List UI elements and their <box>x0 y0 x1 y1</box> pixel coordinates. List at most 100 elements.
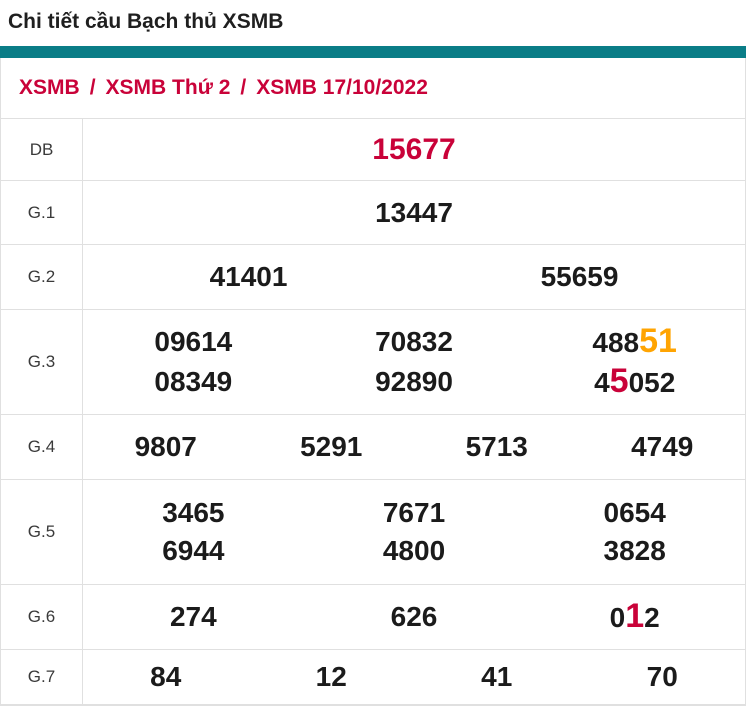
breadcrumb: XSMB / XSMB Thứ 2 / XSMB 17/10/2022 <box>1 58 745 119</box>
prize-number: 45052 <box>524 362 745 402</box>
breadcrumb-link-xsmb-thu-2[interactable]: XSMB Thứ 2 <box>105 76 231 99</box>
prize-number: 70 <box>580 658 746 696</box>
prize-number: 48851 <box>524 322 745 362</box>
digit-segment: 15677 <box>372 132 456 166</box>
prize-number: 92890 <box>304 363 525 401</box>
row-label: DB <box>1 119 83 180</box>
prize-number: 012 <box>524 597 745 637</box>
row-values: 13447 <box>83 181 745 244</box>
prize-number: 0654 <box>524 494 745 532</box>
digit-segment: 70832 <box>375 326 453 357</box>
prize-number: 15677 <box>83 131 745 169</box>
digit-segment: 08349 <box>154 366 233 397</box>
row-label: G.3 <box>1 310 83 414</box>
digit-segment: 7671 <box>382 497 446 528</box>
digit-segment: 3465 <box>162 497 225 528</box>
row-values: 274 626 012 <box>83 585 745 649</box>
prize-number: 4749 <box>580 428 746 466</box>
digit-segment: 3828 <box>603 535 666 566</box>
row-values: 84 12 41 70 <box>83 650 745 704</box>
digit-segment: 41401 <box>209 261 288 292</box>
digit-segment: 09614 <box>154 326 233 357</box>
row-label: G.6 <box>1 585 83 649</box>
table-row-G.7: G.7 84 12 41 70 <box>1 650 745 705</box>
prize-number: 5713 <box>414 428 580 466</box>
prize-line: 6944 4800 3828 <box>83 532 745 570</box>
breadcrumb-separator: / <box>240 76 247 99</box>
prize-line: 9807 5291 5713 4749 <box>83 428 745 466</box>
prize-line: 08349 92890 45052 <box>83 362 745 402</box>
row-label: G.1 <box>1 181 83 244</box>
digit-segment: 274 <box>169 601 217 632</box>
highlighted-digit: 1 <box>625 597 645 635</box>
row-label: G.4 <box>1 415 83 479</box>
prize-number: 09614 <box>83 323 304 361</box>
digit-segment: 2 <box>644 602 660 633</box>
results-panel: XSMB / XSMB Thứ 2 / XSMB 17/10/2022 DB 15… <box>0 58 746 706</box>
digit-segment: 052 <box>628 367 676 398</box>
table-row-G.3: G.3 09614 70832 48851 08349 92890 45052 <box>1 310 745 415</box>
prize-line: 09614 70832 48851 <box>83 322 745 362</box>
prize-number: 70832 <box>304 323 525 361</box>
breadcrumb-link-xsmb[interactable]: XSMB <box>19 76 80 99</box>
row-values: 15677 <box>83 119 745 180</box>
results-table: DB 15677 G.1 13447 G.2 41401 55659 G.3 09614 7083… <box>1 119 745 705</box>
prize-number: 274 <box>83 598 304 636</box>
table-row-DB: DB 15677 <box>1 119 745 181</box>
prize-number: 7671 <box>304 494 525 532</box>
digit-segment: 84 <box>150 661 182 692</box>
digit-segment: 13447 <box>375 196 453 228</box>
prize-number: 41 <box>414 658 580 696</box>
digit-segment: 6944 <box>162 535 225 566</box>
prize-line: 3465 7671 0654 <box>83 494 745 532</box>
breadcrumb-link-xsmb-date[interactable]: XSMB 17/10/2022 <box>256 76 428 99</box>
prize-line: 41401 55659 <box>83 258 745 296</box>
prize-line: 13447 <box>83 194 745 232</box>
digit-segment: 9807 <box>134 431 197 462</box>
digit-segment: 4800 <box>382 535 446 566</box>
breadcrumb-separator: / <box>89 76 96 99</box>
digit-segment: 70 <box>646 661 678 692</box>
digit-segment: 5291 <box>300 431 363 462</box>
digit-segment: 0 <box>609 602 626 633</box>
digit-segment: 4749 <box>631 431 694 462</box>
prize-line: 84 12 41 70 <box>83 658 745 696</box>
digit-segment: 626 <box>390 601 438 632</box>
prize-number: 08349 <box>83 363 304 401</box>
prize-number: 3465 <box>83 494 304 532</box>
page-title: Chi tiết cầu Bạch thủ XSMB <box>8 10 284 33</box>
row-label: G.5 <box>1 480 83 584</box>
highlighted-digit: 51 <box>639 322 677 360</box>
prize-line: 274 626 012 <box>83 597 745 637</box>
digit-segment: 4 <box>594 367 610 398</box>
digit-segment: 0654 <box>603 497 666 528</box>
digit-segment: 92890 <box>375 366 453 397</box>
accent-divider-bar <box>0 46 746 58</box>
prize-number: 3828 <box>524 532 745 570</box>
prize-number: 13447 <box>83 194 745 232</box>
table-row-G.6: G.6 274 626 012 <box>1 585 745 650</box>
prize-line: 15677 <box>83 131 745 169</box>
row-values: 41401 55659 <box>83 245 745 309</box>
table-row-G.2: G.2 41401 55659 <box>1 245 745 310</box>
prize-number: 9807 <box>83 428 249 466</box>
prize-number: 5291 <box>249 428 415 466</box>
table-row-G.1: G.1 13447 <box>1 181 745 245</box>
prize-number: 55659 <box>414 258 745 296</box>
prize-number: 84 <box>83 658 249 696</box>
row-label: G.2 <box>1 245 83 309</box>
prize-number: 626 <box>304 598 525 636</box>
digit-segment: 12 <box>315 661 347 692</box>
row-label: G.7 <box>1 650 83 704</box>
prize-number: 41401 <box>83 258 414 296</box>
row-values: 09614 70832 48851 08349 92890 45052 <box>83 310 745 414</box>
digit-segment: 488 <box>592 327 640 358</box>
digit-segment: 5713 <box>465 431 528 462</box>
table-row-G.5: G.5 3465 7671 0654 6944 4800 3828 <box>1 480 745 585</box>
table-row-G.4: G.4 9807 5291 5713 4749 <box>1 415 745 480</box>
highlighted-digit: 5 <box>609 362 629 400</box>
prize-number: 12 <box>249 658 415 696</box>
prize-number: 4800 <box>304 532 525 570</box>
digit-segment: 41 <box>481 661 513 692</box>
row-values: 3465 7671 0654 6944 4800 3828 <box>83 480 745 584</box>
